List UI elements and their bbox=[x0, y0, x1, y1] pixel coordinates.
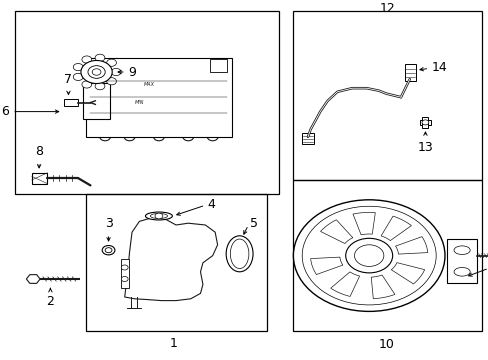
Circle shape bbox=[81, 81, 91, 88]
Bar bbox=[121, 259, 128, 288]
Text: 8: 8 bbox=[35, 145, 43, 158]
Polygon shape bbox=[320, 220, 352, 243]
Bar bbox=[419, 120, 430, 125]
Bar bbox=[210, 59, 227, 72]
Circle shape bbox=[105, 248, 112, 253]
Circle shape bbox=[106, 78, 116, 85]
Circle shape bbox=[95, 54, 104, 62]
Circle shape bbox=[345, 238, 392, 273]
Text: 9: 9 bbox=[128, 66, 136, 78]
Circle shape bbox=[95, 82, 104, 90]
Bar bbox=[32, 173, 47, 184]
Text: MIN: MIN bbox=[134, 100, 143, 105]
Circle shape bbox=[421, 120, 428, 125]
Circle shape bbox=[302, 206, 435, 305]
Circle shape bbox=[121, 265, 128, 270]
Polygon shape bbox=[380, 216, 410, 240]
Text: 1: 1 bbox=[169, 337, 177, 350]
Bar bbox=[447, 239, 476, 283]
Circle shape bbox=[73, 73, 83, 81]
Ellipse shape bbox=[150, 213, 167, 219]
Polygon shape bbox=[390, 263, 424, 284]
Bar bbox=[85, 58, 232, 137]
Circle shape bbox=[354, 245, 383, 266]
Ellipse shape bbox=[145, 212, 172, 220]
Ellipse shape bbox=[453, 246, 469, 255]
Bar bbox=[422, 117, 427, 128]
Circle shape bbox=[88, 66, 105, 78]
Polygon shape bbox=[370, 275, 394, 299]
Text: 3: 3 bbox=[104, 217, 112, 230]
Ellipse shape bbox=[230, 239, 248, 269]
Text: 14: 14 bbox=[430, 61, 446, 74]
Circle shape bbox=[92, 69, 101, 75]
Text: 7: 7 bbox=[64, 73, 72, 86]
Bar bbox=[15, 11, 278, 194]
Text: 13: 13 bbox=[417, 141, 432, 154]
Bar bbox=[293, 11, 481, 180]
Circle shape bbox=[111, 68, 121, 76]
Bar bbox=[302, 133, 313, 144]
Text: 5: 5 bbox=[250, 217, 258, 230]
Polygon shape bbox=[310, 257, 342, 275]
Circle shape bbox=[73, 63, 83, 71]
Ellipse shape bbox=[225, 236, 253, 272]
Circle shape bbox=[81, 56, 92, 63]
Bar bbox=[293, 180, 481, 331]
Circle shape bbox=[293, 200, 444, 311]
Circle shape bbox=[106, 59, 116, 66]
Text: 10: 10 bbox=[378, 338, 393, 351]
Text: 4: 4 bbox=[207, 198, 215, 211]
Bar bbox=[63, 99, 78, 106]
Text: MAX: MAX bbox=[144, 82, 155, 87]
Circle shape bbox=[102, 246, 115, 255]
Text: 6: 6 bbox=[1, 105, 9, 118]
Polygon shape bbox=[352, 212, 375, 235]
Text: 12: 12 bbox=[379, 3, 394, 15]
Polygon shape bbox=[330, 272, 359, 296]
Ellipse shape bbox=[453, 267, 469, 276]
Text: 2: 2 bbox=[46, 295, 54, 308]
Bar bbox=[83, 83, 110, 119]
Polygon shape bbox=[395, 237, 427, 254]
Polygon shape bbox=[124, 218, 217, 301]
Circle shape bbox=[121, 276, 128, 282]
Circle shape bbox=[155, 213, 163, 219]
Circle shape bbox=[81, 60, 112, 84]
Bar bbox=[85, 194, 266, 331]
Bar bbox=[404, 64, 415, 81]
